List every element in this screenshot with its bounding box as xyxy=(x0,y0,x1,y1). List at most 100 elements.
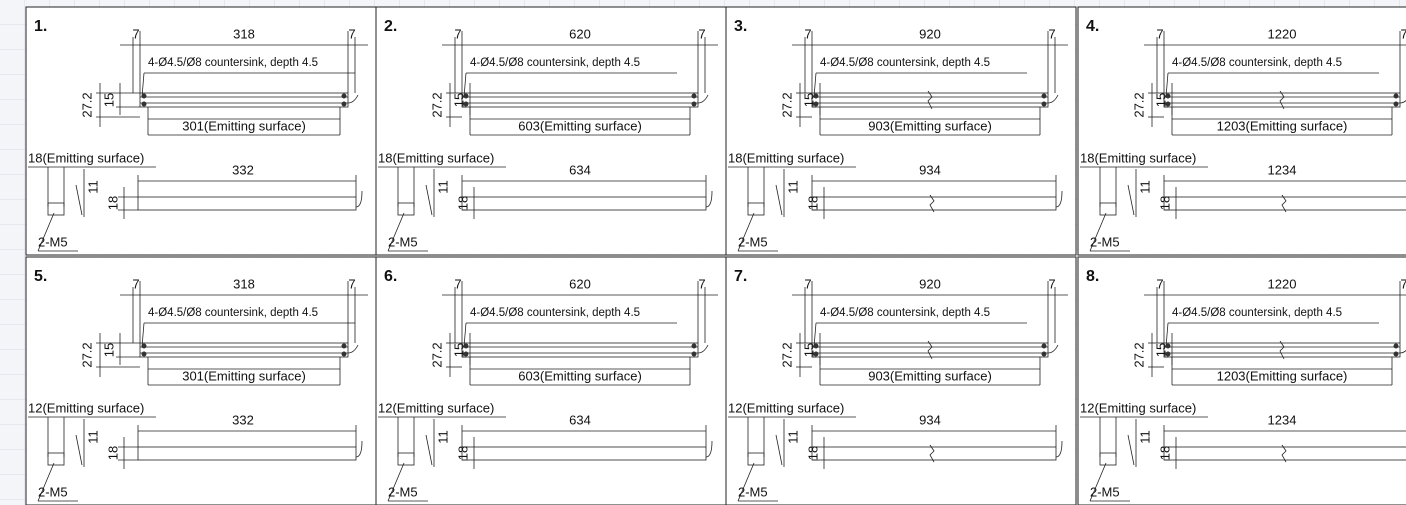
height-dimension: 27.2 xyxy=(79,92,94,117)
drawing-panel: 6. 7 620 7 4-Ø4.5/Ø8 countersink, depth 4.5 2… xyxy=(375,256,727,505)
emitting-length: 903(Emitting surface) xyxy=(868,368,992,383)
bar-top-view xyxy=(1163,342,1401,358)
end-cap-view xyxy=(1099,202,1117,216)
bar-side-view xyxy=(1163,196,1406,211)
emitting-length: 603(Emitting surface) xyxy=(518,118,642,133)
end-cap-view xyxy=(47,202,65,216)
bar-side-view xyxy=(811,196,1057,211)
edge-dimension: 7 xyxy=(698,276,705,291)
cable xyxy=(355,190,363,208)
bar-side-view xyxy=(1163,446,1406,461)
mount-hole xyxy=(691,93,697,99)
mount-hole xyxy=(1393,101,1399,107)
pitch-dimension: 15 xyxy=(1153,343,1168,357)
mount-hole xyxy=(1041,101,1047,107)
extension-line xyxy=(1127,434,1135,466)
panel-frame xyxy=(1077,6,1406,256)
width-dimension: 1220 xyxy=(1268,26,1297,41)
end-cap-view xyxy=(397,452,415,466)
side-width: 18 xyxy=(105,446,120,460)
mount-hole xyxy=(813,101,819,107)
mount-hole xyxy=(1165,101,1171,107)
thread-note: 2-M5 xyxy=(738,484,768,499)
side-height: 11 xyxy=(1137,430,1152,444)
height-dimension: 27.2 xyxy=(1131,92,1146,117)
side-height: 11 xyxy=(435,430,450,444)
mount-hole xyxy=(691,343,697,349)
edge-dimension: 7 xyxy=(804,276,811,291)
end-cap-view xyxy=(747,202,765,216)
thread-note: 2-M5 xyxy=(388,484,418,499)
mount-hole xyxy=(141,101,147,107)
mount-hole xyxy=(1041,343,1047,349)
break-mark xyxy=(929,444,935,463)
bar-top-view xyxy=(461,342,699,358)
thread-note: 2-M5 xyxy=(1090,234,1120,249)
edge-dimension: 7 xyxy=(1048,276,1055,291)
panel-number: 4. xyxy=(1086,18,1099,35)
width-dimension: 620 xyxy=(569,26,591,41)
break-mark xyxy=(927,90,933,110)
thread-note: 2-M5 xyxy=(38,234,68,249)
width-dimension: 920 xyxy=(919,276,941,291)
height-dimension: 27.2 xyxy=(779,342,794,367)
hole-note: 4-Ø4.5/Ø8 countersink, depth 4.5 xyxy=(820,307,990,319)
panel-number: 2. xyxy=(384,18,397,35)
length-dimension: 634 xyxy=(569,412,591,427)
mount-hole xyxy=(463,343,469,349)
mount-hole xyxy=(1165,343,1171,349)
bar-side-view xyxy=(137,196,357,211)
edge-dimension: 7 xyxy=(1400,26,1406,41)
emitting-length: 301(Emitting surface) xyxy=(182,368,306,383)
hole-note: 4-Ø4.5/Ø8 countersink, depth 4.5 xyxy=(820,57,990,69)
extension-line xyxy=(425,434,433,466)
emitting-length: 1203(Emitting surface) xyxy=(1217,118,1348,133)
edge-dimension: 7 xyxy=(454,26,461,41)
edge-dimension: 7 xyxy=(132,26,139,41)
cable xyxy=(697,344,709,354)
bar-side-view xyxy=(137,446,357,461)
mount-hole xyxy=(1165,93,1171,99)
extension-line xyxy=(775,184,783,216)
leader-line xyxy=(737,462,755,502)
side-height: 11 xyxy=(785,430,800,444)
thread-note: 2-M5 xyxy=(1090,484,1120,499)
width-dimension: 920 xyxy=(919,26,941,41)
cable xyxy=(1047,94,1059,104)
cable xyxy=(1055,190,1063,208)
hole-note: 4-Ø4.5/Ø8 countersink, depth 4.5 xyxy=(1172,307,1342,319)
edge-dimension: 7 xyxy=(132,276,139,291)
edge-dimension: 7 xyxy=(1156,276,1163,291)
mount-hole xyxy=(1041,93,1047,99)
break-mark xyxy=(1281,444,1287,463)
side-width: 18 xyxy=(805,446,820,460)
edge-dimension: 7 xyxy=(348,276,355,291)
leader-line xyxy=(1089,462,1107,502)
height-dimension: 27.2 xyxy=(779,92,794,117)
bar-top-view xyxy=(811,92,1049,108)
drawing-panel: 4. 7 1220 7 4-Ø4.5/Ø8 countersink, depth 4.5… xyxy=(1077,6,1406,256)
drawing-panel: 5. 7 318 7 4-Ø4.5/Ø8 countersink, depth 4.5 2… xyxy=(25,256,377,505)
panel-number: 6. xyxy=(384,268,397,285)
height-dimension: 27.2 xyxy=(429,342,444,367)
end-cap-view xyxy=(397,202,415,216)
side-height: 11 xyxy=(785,180,800,194)
cable xyxy=(347,94,359,104)
mount-hole xyxy=(341,343,347,349)
mount-hole xyxy=(141,351,147,357)
hole-note: 4-Ø4.5/Ø8 countersink, depth 4.5 xyxy=(1172,57,1342,69)
extension-line xyxy=(1127,184,1135,216)
panel-number: 1. xyxy=(34,18,47,35)
extension-line xyxy=(775,434,783,466)
edge-dimension: 7 xyxy=(1156,26,1163,41)
emitting-length: 301(Emitting surface) xyxy=(182,118,306,133)
cable xyxy=(347,344,359,354)
break-mark xyxy=(1279,90,1285,110)
pitch-dimension: 15 xyxy=(1153,93,1168,107)
mount-hole xyxy=(141,93,147,99)
mount-hole xyxy=(691,351,697,357)
mount-hole xyxy=(463,93,469,99)
side-width: 18 xyxy=(455,446,470,460)
emitting-length: 903(Emitting surface) xyxy=(868,118,992,133)
bar-top-view xyxy=(139,92,349,108)
